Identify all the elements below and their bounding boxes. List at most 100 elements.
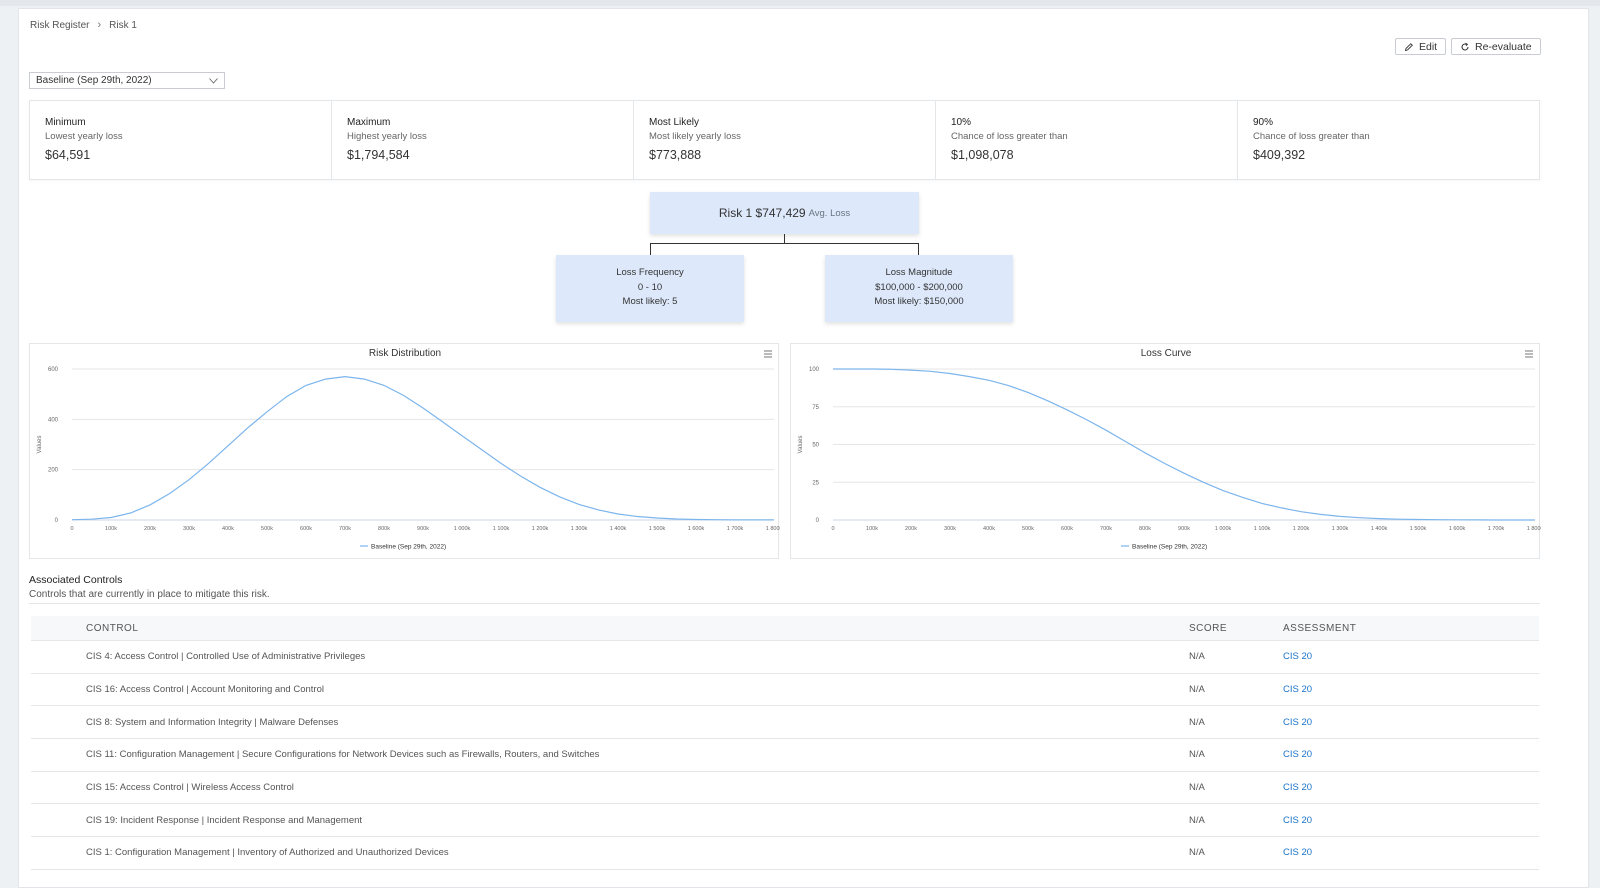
y-tick-label: 25	[812, 480, 819, 486]
x-tick-label: 100k	[866, 526, 878, 532]
stat-value: $1,098,078	[951, 148, 1014, 162]
control-cell: CIS 16: Access Control | Account Monitor…	[86, 684, 324, 696]
stat-subtitle: Most likely yearly loss	[649, 131, 741, 142]
assessment-link[interactable]: CIS 20	[1283, 814, 1313, 826]
risk-root-node: Risk 1 $747,429 Avg. Loss	[650, 192, 919, 234]
table-row[interactable]: CIS 11: Configuration Management | Secur…	[31, 739, 1539, 772]
menu-icon[interactable]	[1525, 350, 1533, 358]
x-tick-label: 0	[70, 526, 73, 532]
tree-connector	[918, 243, 919, 255]
table-row[interactable]: CIS 15: Access Control | Wireless Access…	[31, 772, 1539, 805]
chevron-right-icon: ›	[97, 19, 102, 31]
y-tick-label: 400	[48, 417, 59, 423]
control-cell: CIS 19: Incident Response | Incident Res…	[86, 814, 363, 826]
node-likely: Most likely: $150,000	[874, 296, 964, 307]
tree-connector	[650, 243, 651, 255]
table-row[interactable]: CIS 8: System and Information Integrity …	[31, 706, 1539, 740]
x-tick-label: 600k	[300, 526, 312, 532]
y-tick-label: 50	[812, 443, 819, 449]
assessment-link[interactable]: CIS 20	[1283, 651, 1313, 663]
x-tick-label: 500k	[261, 526, 273, 532]
node-range: 0 - 10	[637, 281, 663, 293]
score-cell: N/A	[1189, 847, 1205, 859]
x-tick-label: 1 300k	[1332, 526, 1349, 532]
stat-most-likely: Most Likely Most likely yearly loss $773…	[634, 101, 936, 179]
x-tick-label: 400k	[983, 526, 995, 532]
control-cell: CIS 11: Configuration Management | Secur…	[86, 749, 600, 761]
series-line	[833, 368, 1535, 521]
assessment-link[interactable]: CIS 20	[1283, 847, 1313, 859]
assessment-link[interactable]: CIS 20	[1283, 782, 1313, 794]
y-tick-label: 200	[48, 468, 59, 474]
x-tick-label: 700k	[1100, 526, 1112, 532]
breadcrumb: Risk Register › Risk 1	[30, 19, 137, 31]
node-title: Loss Magnitude	[885, 267, 953, 278]
breadcrumb-risk-register[interactable]: Risk Register	[30, 19, 90, 31]
stat-value: $64,591	[45, 148, 91, 162]
edit-button[interactable]: Edit	[1395, 38, 1447, 55]
controls-table: CONTROL SCORE ASSESSMENT CIS 4: Access C…	[31, 616, 1539, 870]
table-row[interactable]: CIS 1: Configuration Management | Invent…	[31, 837, 1539, 870]
node-likely: Most likely: 5	[622, 296, 678, 307]
score-cell: N/A	[1189, 684, 1205, 696]
loss-curve-chart: Loss Curve Values 0 25 50 75 100 0 100k 200k 300k 4…	[790, 343, 1541, 559]
stat-title: Minimum	[45, 117, 86, 128]
reevaluate-label: Re-evaluate	[1475, 40, 1532, 53]
x-tick-label: 1 100k	[1254, 526, 1271, 532]
menu-icon[interactable]	[764, 350, 772, 358]
x-tick-label: 1 800k	[1527, 526, 1541, 532]
stat-10-percent: 10% Chance of loss greater than $1,098,0…	[936, 101, 1238, 179]
table-row[interactable]: CIS 16: Access Control | Account Monitor…	[31, 674, 1539, 707]
y-tick-label: 0	[55, 518, 59, 524]
control-cell: CIS 1: Configuration Management | Invent…	[86, 847, 449, 859]
chart-svg: Loss Curve Values 0 25 50 75 100 0 100k 200k 300k 4…	[798, 348, 1541, 551]
assessment-link[interactable]: CIS 20	[1283, 749, 1313, 761]
score-cell: N/A	[1189, 782, 1205, 794]
stat-90-percent: 90% Chance of loss greater than $409,392	[1238, 101, 1539, 179]
x-tick-label: 300k	[944, 526, 956, 532]
x-tick-label: 500k	[1022, 526, 1034, 532]
stat-subtitle: Lowest yearly loss	[45, 131, 123, 142]
x-tick-label: 900k	[417, 526, 429, 532]
series-line	[71, 375, 774, 521]
reevaluate-button[interactable]: Re-evaluate	[1451, 38, 1541, 55]
x-tick-label: 1 700k	[727, 526, 744, 532]
baseline-select[interactable]: Baseline (Sep 29th, 2022)	[29, 72, 225, 89]
chart-svg: Risk Distribution Values 0 200 400 600 0 100k 20…	[37, 348, 780, 551]
node-title: Loss Frequency	[616, 267, 684, 278]
x-tick-label: 1 200k	[1293, 526, 1310, 532]
stat-value: $409,392	[1253, 148, 1306, 162]
x-tick-label: 1 200k	[532, 526, 549, 532]
loss-stats-panel: Minimum Lowest yearly loss $64,591 Maxim…	[29, 100, 1540, 180]
x-tick-label: 1 000k	[1215, 526, 1232, 532]
x-tick-label: 1 600k	[688, 526, 705, 532]
divider	[29, 603, 1540, 604]
assessment-link[interactable]: CIS 20	[1283, 716, 1313, 728]
y-tick-label: 75	[812, 405, 819, 411]
chart-title: Loss Curve	[1141, 348, 1192, 359]
x-tick-label: 100k	[105, 526, 117, 532]
legend-item[interactable]: Baseline (Sep 29th, 2022)	[1121, 544, 1207, 551]
x-tick-label: 700k	[339, 526, 351, 532]
header-assessment[interactable]: ASSESSMENT	[1283, 622, 1357, 634]
legend-item[interactable]: Baseline (Sep 29th, 2022)	[360, 544, 446, 551]
assessment-link[interactable]: CIS 20	[1283, 684, 1313, 696]
control-cell: CIS 4: Access Control | Controlled Use o…	[86, 651, 366, 663]
loss-frequency-node: Loss Frequency 0 - 10 Most likely: 5	[556, 255, 744, 322]
header-score[interactable]: SCORE	[1189, 622, 1228, 634]
score-cell: N/A	[1189, 814, 1205, 826]
y-tick-label: 600	[48, 367, 59, 373]
associated-controls-subtitle: Controls that are currently in place to …	[29, 589, 270, 600]
edit-label: Edit	[1419, 40, 1438, 53]
risk-detail-page: Risk Register › Risk 1 Edit Re-evaluate …	[18, 8, 1589, 888]
x-tick-label: 800k	[378, 526, 390, 532]
table-row[interactable]: CIS 4: Access Control | Controlled Use o…	[31, 641, 1539, 674]
header-control[interactable]: CONTROL	[86, 622, 139, 634]
stat-title: 10%	[951, 117, 972, 128]
table-row[interactable]: CIS 19: Incident Response | Incident Res…	[31, 804, 1539, 838]
loss-magnitude-node: Loss Magnitude $100,000 - $200,000 Most …	[825, 255, 1013, 322]
legend-label: Baseline (Sep 29th, 2022)	[1132, 544, 1207, 551]
risk-root-label: Risk 1 $747,429	[718, 206, 806, 220]
x-tick-label: 1 000k	[454, 526, 471, 532]
control-cell: CIS 8: System and Information Integrity …	[86, 716, 339, 728]
